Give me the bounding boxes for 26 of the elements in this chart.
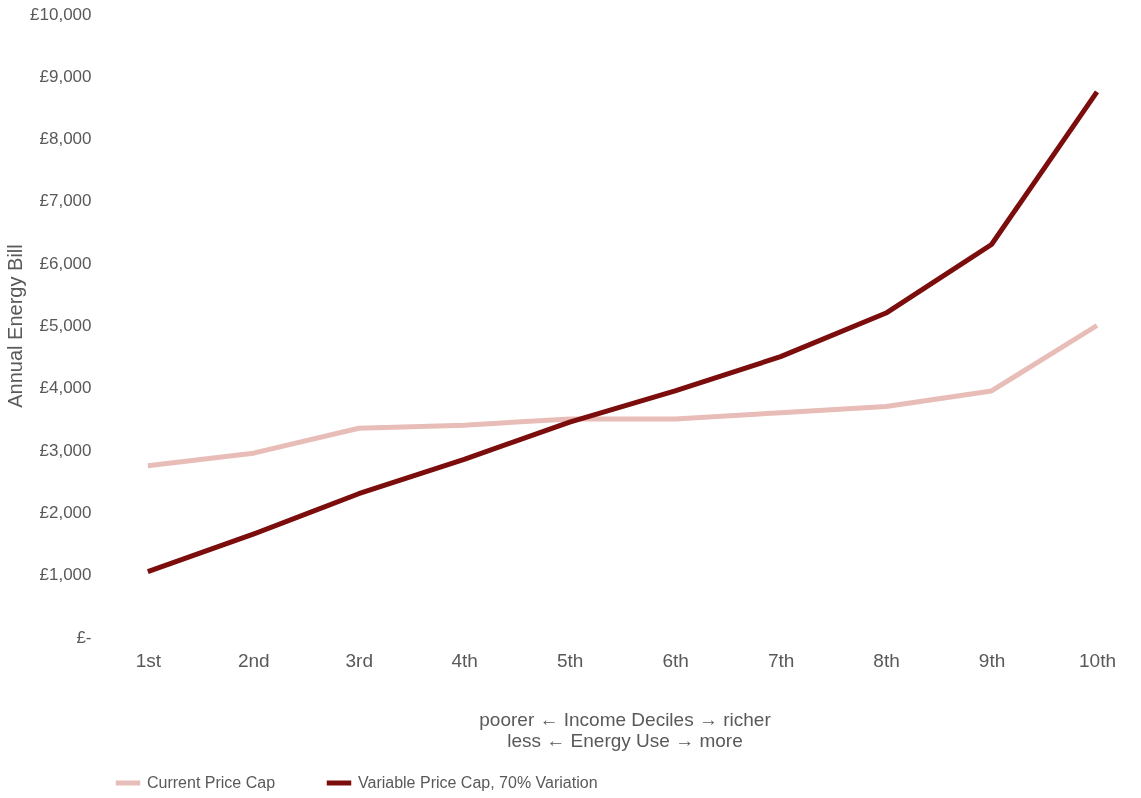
legend-label: Current Price Cap: [147, 774, 276, 791]
x-tick-label: 10th: [1078, 649, 1116, 671]
x-tick-label: 7th: [767, 649, 795, 671]
x-tick-label: 4th: [451, 649, 478, 671]
x-tick-label: 1st: [135, 649, 162, 671]
y-tick-label: £1,000: [39, 565, 92, 585]
x-tick-label: 5th: [556, 649, 584, 671]
y-axis-title: Annual Energy Bill: [4, 244, 27, 408]
y-tick-label: £6,000: [39, 253, 92, 273]
y-tick-label: £8,000: [39, 129, 92, 149]
y-tick-label: £9,000: [39, 66, 92, 86]
x-tick-label: 8th: [873, 649, 900, 671]
x-tick-label: 2nd: [237, 649, 270, 671]
text: poorer ← Income Deciles → richer: [479, 708, 772, 730]
y-tick-label: £5,000: [39, 316, 92, 335]
x-tick-label: 3rd: [345, 649, 373, 671]
y-tick-label: £-: [76, 627, 92, 647]
text: less ← Energy Use → more: [507, 729, 743, 751]
legend-label: Variable Price Cap, 70% Variation: [358, 774, 598, 791]
y-tick-label: £4,000: [39, 378, 92, 398]
x-tick-label: 9th: [978, 649, 1006, 671]
x-tick-label: 6th: [662, 649, 689, 671]
y-tick-label: £10,000: [30, 4, 92, 24]
y-tick-label: £2,000: [39, 502, 92, 522]
y-tick-label: £3,000: [39, 440, 92, 460]
y-tick-label: £7,000: [39, 191, 92, 211]
